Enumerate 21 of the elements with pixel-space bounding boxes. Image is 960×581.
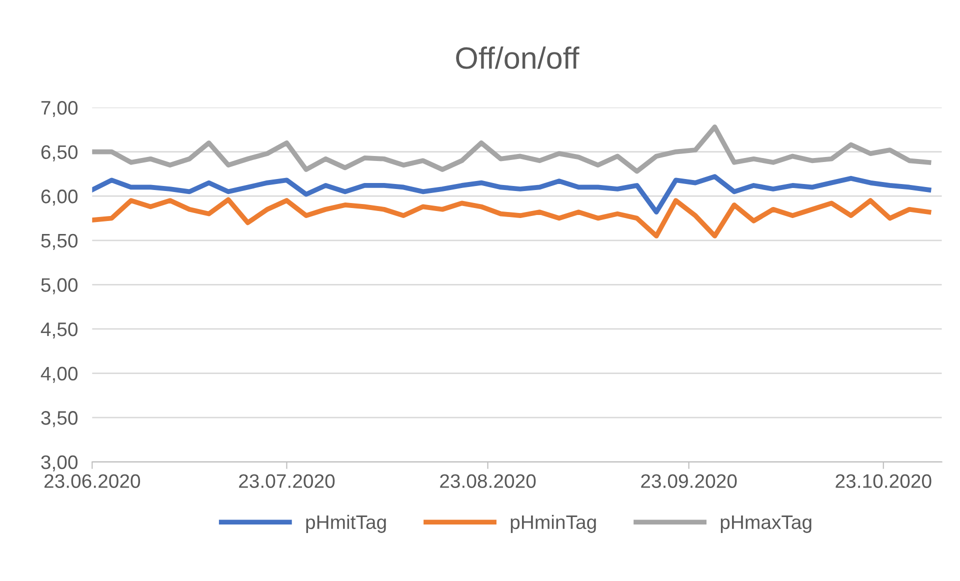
y-tick-label: 5,50: [41, 234, 78, 250]
y-tick-label: 4,00: [40, 366, 78, 383]
x-tick-label: 23.07.2020: [239, 474, 335, 488]
y-tick-label: 6,50: [41, 145, 78, 162]
y-tick-label: 6,00: [41, 190, 78, 206]
y-tick-label: 3,50: [41, 411, 78, 428]
y-tick-label: 3,00: [41, 455, 78, 472]
x-tick-label: 23.09.2020: [641, 474, 737, 488]
line-series: [92, 174, 932, 214]
y-tick-label: 4,50: [40, 322, 78, 339]
line-series: [92, 124, 932, 174]
line-series: [92, 197, 932, 238]
y-tick-label: 5,00: [41, 278, 78, 294]
chart-title: Off/on/off: [456, 46, 580, 69]
legend-label: pHmaxTag: [720, 516, 812, 533]
y-tick-label: 7,00: [41, 100, 78, 118]
legend-label: pHmitTag: [306, 514, 386, 533]
x-tick-label: 23.10.2020: [836, 474, 932, 488]
legend-label: pHminTag: [510, 514, 596, 533]
x-tick-label: 23.08.2020: [440, 474, 536, 488]
x-tick-label: 23.06.2020: [44, 474, 140, 488]
